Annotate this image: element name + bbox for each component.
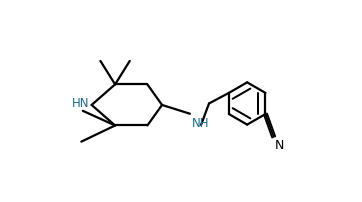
Text: HN: HN: [72, 97, 89, 110]
Text: NH: NH: [191, 117, 209, 130]
Text: N: N: [275, 139, 285, 152]
